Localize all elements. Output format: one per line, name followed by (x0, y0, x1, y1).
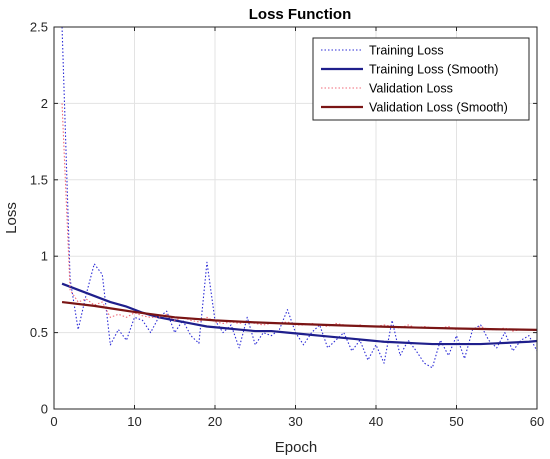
legend-label: Training Loss (Smooth) (369, 63, 498, 77)
series-layer (61, 27, 537, 369)
series-line-4 (61, 300, 537, 331)
y-tick-label: 0 (41, 402, 48, 417)
legend: Training Loss Training Loss (Smooth) Valid… (312, 37, 530, 121)
series-line-1 (61, 27, 537, 369)
x-tick-label: 30 (288, 414, 302, 429)
legend-label: Validation Loss (369, 82, 453, 96)
x-tick-label: 50 (449, 414, 463, 429)
x-axis-label: Epoch (275, 439, 318, 456)
x-tick-label: 40 (369, 414, 383, 429)
y-tick-label: 2 (41, 96, 48, 111)
y-tick-label: 1.5 (30, 172, 48, 187)
legend-label: Validation Loss (Smooth) (369, 101, 508, 115)
chart-title: Loss Function (249, 6, 352, 23)
y-tick-label: 0.5 (30, 325, 48, 340)
legend-label: Training Loss (369, 44, 444, 58)
tick-layer: 0 10 20 30 40 50 60 0 0.5 1 1.5 2 2.5 (30, 20, 544, 430)
x-tick-label: 60 (530, 414, 544, 429)
y-axis-label: Loss (3, 202, 20, 234)
y-tick-label: 1 (41, 249, 48, 264)
x-tick-label: 20 (208, 414, 222, 429)
x-tick-label: 10 (127, 414, 141, 429)
y-tick-label: 2.5 (30, 20, 48, 35)
x-tick-label: 0 (50, 414, 57, 429)
